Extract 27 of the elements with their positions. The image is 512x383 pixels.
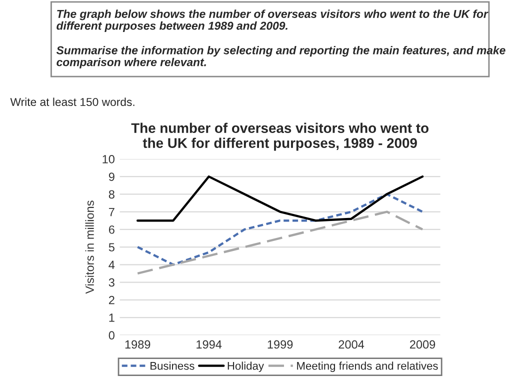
y-tick-label: 10 [102, 154, 114, 164]
y-tick-label: 5 [108, 243, 114, 252]
y-tick-label: 8 [108, 190, 114, 199]
legend-label: Meeting friends and relatives [297, 362, 438, 372]
text: The graph below shows the number of overseas visitors who went to the UK for different purposes between 1989 and 2009. [56, 10, 488, 32]
line-series [136, 193, 424, 266]
y-tick-label: 0 [108, 331, 114, 340]
text: Summarise the information by selecting and reporting the main features, and make comparison where relevant. [56, 46, 506, 68]
chart-title: The number of overseas visitors who went to the UK for different purposes, 1989 - 2009 [131, 122, 428, 151]
legend-label: Holiday [228, 362, 264, 372]
x-tick-label: 2009 [410, 340, 436, 349]
line-series [136, 210, 424, 275]
y-tick-label: 2 [108, 296, 114, 304]
y-tick-label: 9 [108, 172, 114, 181]
x-tick-label: 1999 [268, 340, 293, 349]
x-tick-label: 2004 [338, 340, 364, 349]
x-tick-label: 1994 [196, 340, 222, 349]
legend-label: Business [150, 362, 194, 370]
y-tick-label: 1 [109, 314, 114, 322]
y-tick-label: 7 [108, 208, 114, 216]
y-tick-label: 3 [108, 278, 114, 287]
text: Write at least 150 words. [10, 98, 134, 106]
y-tick-label: 6 [108, 225, 114, 234]
x-tick-label: 1989 [125, 340, 150, 349]
y-axis-title: Visitors in millions [85, 200, 94, 294]
y-tick-label: 4 [108, 260, 115, 269]
line-series [136, 175, 424, 222]
